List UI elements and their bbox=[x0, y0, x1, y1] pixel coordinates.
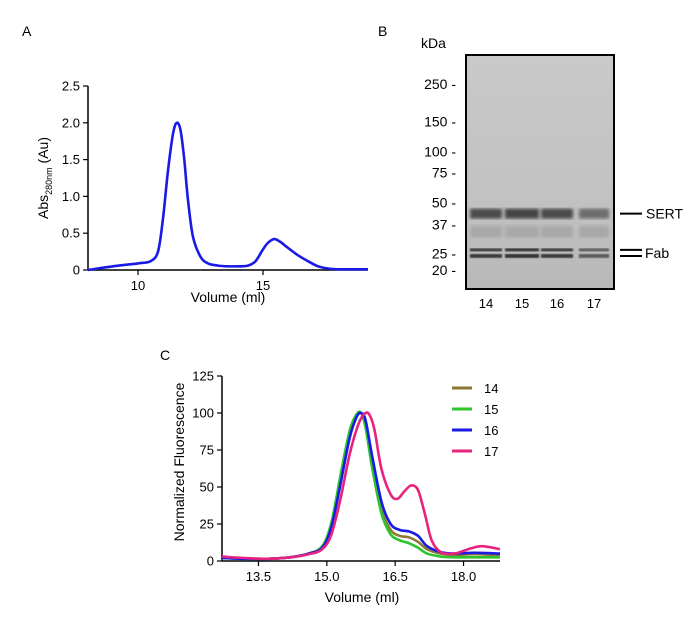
gel-band-fab-heavy bbox=[505, 248, 539, 252]
gel-lane-label: 14 bbox=[479, 296, 493, 311]
gel-annotation-sert: SERT bbox=[646, 206, 684, 222]
gel-marker-label: 150 - bbox=[424, 114, 456, 130]
gel-bands bbox=[470, 208, 609, 258]
chart-a-y-tick-label: 1.5 bbox=[62, 152, 80, 167]
gel-marker-label: 37 - bbox=[432, 217, 456, 233]
chart-a-series-line bbox=[87, 121, 369, 272]
gel-band-smear bbox=[579, 225, 609, 238]
panel-label-b: B bbox=[378, 23, 387, 39]
panel-label-a: A bbox=[22, 23, 32, 39]
chart-a-y-tick-label: 1.0 bbox=[62, 189, 80, 204]
chart-c-series-line-14 bbox=[221, 411, 501, 561]
chart-a-y-tick-label: 0 bbox=[73, 263, 80, 278]
gel-annotation-fab: Fab bbox=[645, 245, 669, 261]
chart-c-y-tick-label: 25 bbox=[200, 517, 214, 532]
chart-a-series bbox=[87, 121, 369, 272]
chart-c-x-tick-label: 13.5 bbox=[246, 569, 271, 584]
gel-lane-label: 16 bbox=[550, 296, 564, 311]
gel-band-sert bbox=[470, 208, 502, 219]
chart-a-y-label-unit: (Au) bbox=[35, 137, 51, 167]
chart-a: 0 0.5 1.0 1.5 2.0 2.5 10 15 Volume (ml) Abs280… bbox=[35, 79, 369, 305]
chart-a-y-tick-label: 2.0 bbox=[62, 115, 80, 130]
chart-a-x-tick-label: 15 bbox=[256, 278, 270, 293]
gel-band-sert bbox=[541, 208, 573, 219]
chart-a-y-label-main: Abs bbox=[35, 195, 51, 219]
chart-c-y-ticks: 0 25 50 75 100 125 bbox=[192, 369, 222, 569]
chart-a-x-tick-label: 10 bbox=[131, 278, 145, 293]
chart-c-series-line-17 bbox=[221, 411, 501, 561]
chart-c-legend-label: 15 bbox=[484, 402, 498, 417]
gel-b: kDa 250 -150 -100 -75 -50 -37 -25 -20 - … bbox=[421, 35, 684, 311]
chart-a-y-label-sub: 280nm bbox=[44, 167, 54, 195]
gel-band-annotations: SERT Fab bbox=[620, 206, 684, 261]
chart-c-y-tick-label: 75 bbox=[200, 443, 214, 458]
gel-band-smear bbox=[470, 225, 502, 238]
chart-a-y-tick-label: 0.5 bbox=[62, 226, 80, 241]
chart-c-legend: 14 15 16 17 bbox=[452, 381, 498, 459]
gel-lane-labels: 14 15 16 17 bbox=[479, 296, 601, 311]
chart-a-y-ticks: 0 0.5 1.0 1.5 2.0 2.5 bbox=[62, 79, 88, 278]
gel-marker-label: 20 - bbox=[432, 262, 456, 278]
chart-c-x-tick-label: 18.0 bbox=[451, 569, 476, 584]
gel-band-fab-light bbox=[579, 253, 609, 258]
chart-c-legend-label: 16 bbox=[484, 423, 498, 438]
gel-lane-label: 15 bbox=[515, 296, 529, 311]
gel-marker-label: 25 - bbox=[432, 246, 456, 262]
chart-a-x-label: Volume (ml) bbox=[191, 289, 266, 305]
chart-c-series-line-15 bbox=[221, 410, 500, 561]
chart-c-x-ticks: 13.5 15.0 16.5 18.0 bbox=[246, 561, 476, 584]
gel-band-fab-heavy bbox=[579, 248, 609, 252]
chart-c-y-tick-label: 0 bbox=[207, 554, 214, 569]
chart-c-x-label: Volume (ml) bbox=[325, 589, 400, 605]
gel-marker-label: 50 - bbox=[432, 195, 456, 211]
chart-c-series bbox=[221, 410, 501, 561]
panel-label-c: C bbox=[160, 347, 170, 363]
chart-a-y-label: Abs280nm (Au) bbox=[35, 137, 54, 219]
gel-image bbox=[465, 54, 615, 290]
gel-band-fab-light bbox=[505, 253, 539, 258]
gel-marker-label: 250 - bbox=[424, 76, 456, 92]
chart-c-x-tick-label: 15.0 bbox=[314, 569, 339, 584]
chart-c-series-line-16 bbox=[221, 411, 501, 561]
chart-c-y-tick-label: 50 bbox=[200, 480, 214, 495]
chart-c-y-tick-label: 100 bbox=[192, 406, 214, 421]
gel-band-sert bbox=[505, 208, 539, 219]
gel-unit-label: kDa bbox=[421, 35, 446, 51]
chart-c-y-tick-label: 125 bbox=[192, 369, 214, 384]
gel-band-fab-heavy bbox=[541, 248, 573, 252]
gel-marker-label: 100 - bbox=[424, 143, 456, 159]
chart-c-x-tick-label: 16.5 bbox=[383, 569, 408, 584]
chart-c-legend-label: 14 bbox=[484, 381, 498, 396]
gel-band-fab-heavy bbox=[470, 248, 502, 252]
chart-c-legend-label: 17 bbox=[484, 444, 498, 459]
gel-lane-label: 17 bbox=[587, 296, 601, 311]
gel-band-fab-light bbox=[470, 253, 502, 258]
gel-band-fab-light bbox=[541, 253, 573, 258]
gel-band-smear bbox=[541, 225, 573, 238]
chart-a-x-ticks: 10 15 bbox=[131, 270, 270, 293]
gel-marker-label: 75 - bbox=[432, 165, 456, 181]
gel-band-sert bbox=[579, 208, 609, 219]
chart-c-y-label: Normalized Fluorescence bbox=[171, 382, 187, 541]
chart-a-y-tick-label: 2.5 bbox=[62, 79, 80, 94]
gel-markers: 250 - 150 - 100 - 75 - 50 - 37 - 25 -20 - bbox=[424, 76, 456, 278]
gel-band-smear bbox=[505, 225, 539, 238]
